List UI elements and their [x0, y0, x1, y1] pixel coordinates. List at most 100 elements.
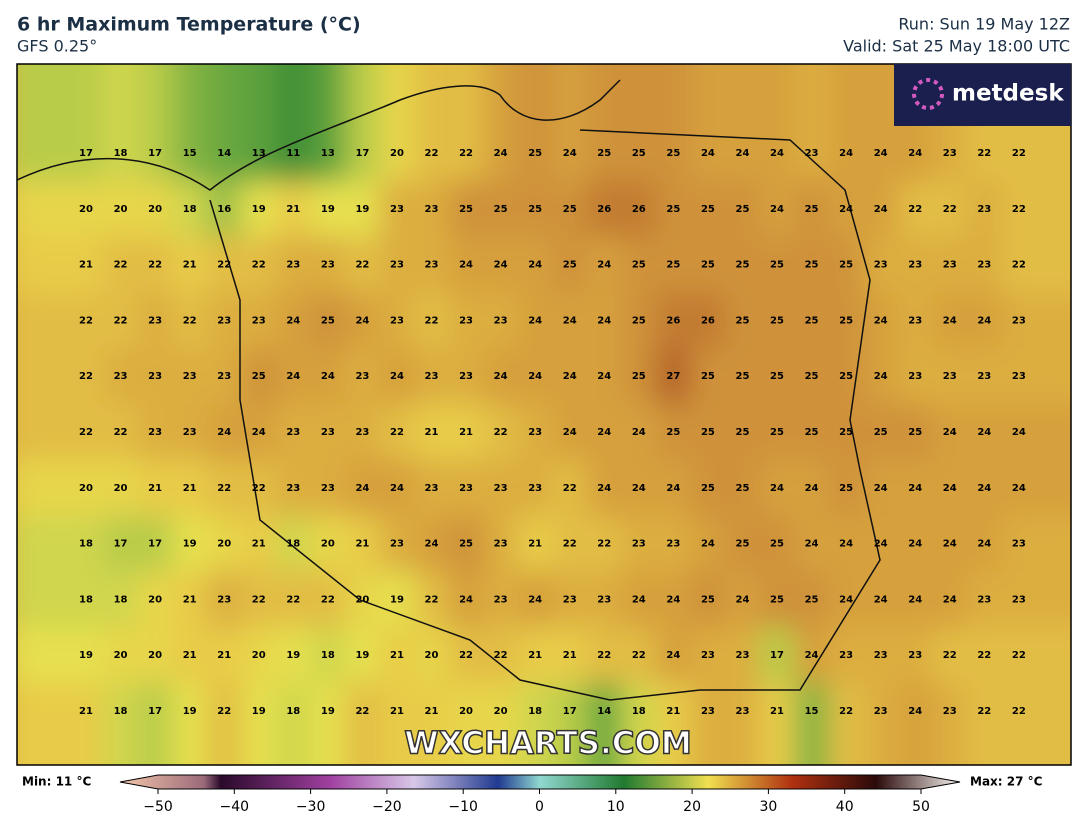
cell — [794, 180, 830, 238]
value-label: 25 — [770, 315, 784, 326]
cell — [17, 627, 105, 685]
cell — [276, 236, 312, 294]
cell — [586, 180, 623, 238]
cell — [552, 292, 588, 350]
value-label: 24 — [355, 483, 369, 494]
logo-icon — [912, 78, 944, 110]
value-label: 25 — [735, 371, 749, 382]
cell — [690, 292, 727, 350]
cell — [517, 180, 554, 238]
cell — [379, 571, 416, 629]
value-label: 25 — [839, 315, 853, 326]
value-label: 26 — [701, 315, 715, 326]
cell — [137, 571, 174, 629]
cell — [621, 292, 658, 350]
value-label: 23 — [321, 427, 335, 438]
cell — [310, 292, 347, 350]
cell — [276, 515, 312, 573]
value-label: 25 — [701, 427, 715, 438]
cell — [828, 292, 865, 350]
cell — [1001, 236, 1071, 294]
field — [17, 64, 1071, 765]
cell — [656, 292, 692, 350]
cell — [379, 683, 416, 765]
value-label: 23 — [943, 371, 957, 382]
value-label: 25 — [770, 594, 784, 605]
value-label: 20 — [114, 483, 128, 494]
border — [209, 129, 881, 701]
value-label: 19 — [355, 650, 369, 661]
value-label: 23 — [874, 706, 888, 717]
cell — [794, 515, 830, 573]
value-label: 23 — [977, 204, 991, 215]
value-label: 22 — [563, 483, 577, 494]
map-frame — [16, 63, 1072, 766]
value-label: 23 — [977, 371, 991, 382]
cell — [414, 292, 450, 350]
value-label: 25 — [839, 483, 853, 494]
value-label: 25 — [597, 148, 611, 159]
value-label: 24 — [597, 260, 611, 271]
value-label: 23 — [252, 315, 266, 326]
value-label: 21 — [252, 539, 266, 550]
value-label: 24 — [805, 539, 819, 550]
cell — [206, 292, 243, 350]
cell — [863, 459, 899, 517]
value-label: 23 — [425, 260, 439, 271]
value-label: 20 — [217, 539, 231, 550]
value-label: 25 — [908, 427, 922, 438]
cell — [967, 236, 1003, 294]
cell — [794, 64, 830, 182]
value-label: 22 — [217, 706, 231, 717]
value-label: 19 — [252, 706, 266, 717]
cell — [863, 180, 899, 238]
cell — [448, 515, 485, 573]
value-label: 24 — [632, 483, 646, 494]
value-label: 21 — [390, 650, 404, 661]
cell — [794, 683, 830, 765]
value-label: 23 — [217, 371, 231, 382]
value-label: 22 — [1012, 260, 1026, 271]
cell — [414, 459, 450, 517]
value-label: 24 — [908, 539, 922, 550]
cell — [414, 683, 450, 765]
cell — [621, 627, 658, 685]
tick-label: 30 — [759, 799, 777, 815]
cell — [103, 515, 139, 573]
cell — [932, 180, 969, 238]
value-label: 24 — [286, 371, 300, 382]
value-label: 25 — [563, 260, 577, 271]
value-label: 23 — [321, 260, 335, 271]
value-label: 25 — [735, 315, 749, 326]
value-label: 22 — [632, 650, 646, 661]
cell — [241, 236, 278, 294]
tick-label: 40 — [836, 799, 854, 815]
cell — [725, 292, 761, 350]
cell — [483, 348, 519, 406]
cell — [137, 404, 174, 461]
value-label: 14 — [217, 148, 231, 159]
value-label: 21 — [148, 483, 162, 494]
cell — [241, 292, 278, 350]
cell — [759, 571, 796, 629]
value-label: 23 — [148, 427, 162, 438]
cell — [517, 348, 554, 406]
value-label: 23 — [528, 427, 542, 438]
value-label: 23 — [494, 594, 508, 605]
value-label: 22 — [1012, 204, 1026, 215]
value-label: 22 — [943, 650, 957, 661]
cell — [310, 404, 347, 461]
value-label: 22 — [390, 427, 404, 438]
value-label: 25 — [735, 204, 749, 215]
value-label: 24 — [494, 371, 508, 382]
cell — [759, 292, 796, 350]
cell — [483, 459, 519, 517]
value-label: 22 — [563, 539, 577, 550]
value-label: 22 — [217, 483, 231, 494]
cell — [759, 64, 796, 182]
cell — [552, 236, 588, 294]
cell — [586, 236, 623, 294]
value-label: 22 — [321, 594, 335, 605]
cell — [897, 180, 934, 238]
cell — [103, 236, 139, 294]
